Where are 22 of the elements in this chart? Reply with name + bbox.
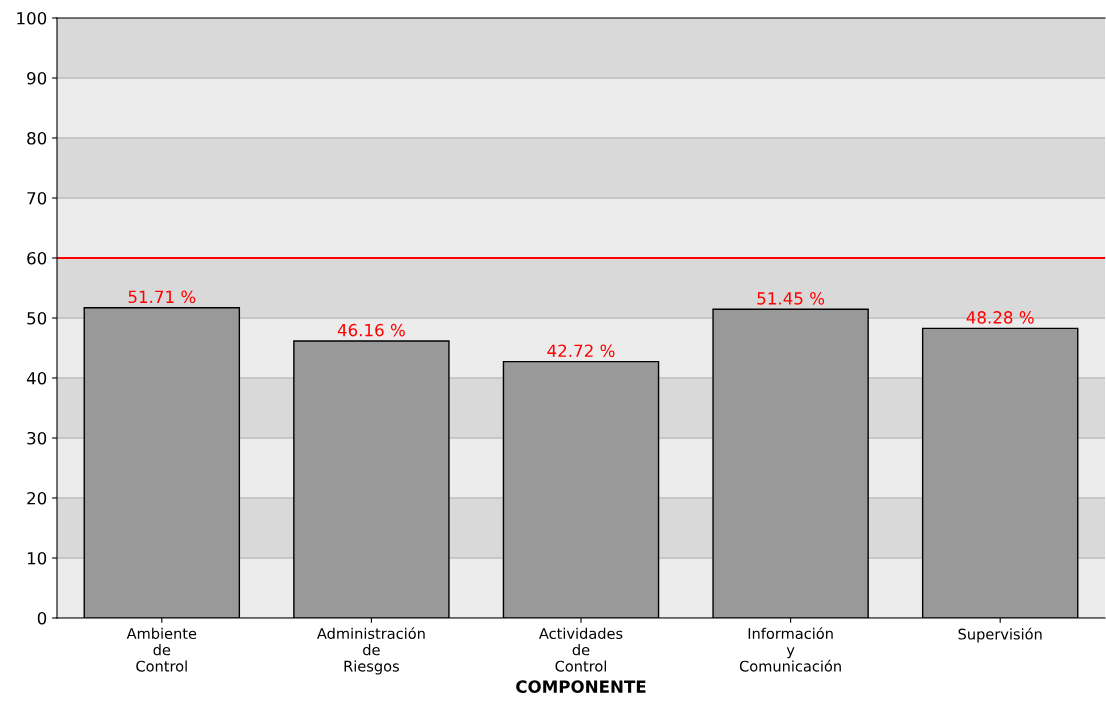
data-label: 51.45 % (757, 292, 825, 305)
y-tick-label: 70 (27, 191, 47, 205)
y-tick-label: 0 (37, 611, 47, 625)
data-label: 46.16 % (337, 323, 405, 337)
y-tick-label: 20 (27, 491, 47, 505)
x-tick-label: Actividades de Control (539, 627, 623, 672)
x-axis-title: COMPONENTE (516, 680, 646, 693)
y-tick-label: 80 (27, 131, 47, 145)
y-tick-label: 60 (27, 251, 47, 265)
data-label: 42.72 % (547, 344, 615, 358)
x-tick-label: Supervisión (958, 627, 1042, 643)
data-label: 51.71 % (128, 290, 196, 304)
data-label: 48.28 % (966, 311, 1034, 324)
y-tick-label: 50 (27, 311, 47, 325)
y-tick-label: 100 (17, 11, 47, 25)
y-tick-label: 90 (27, 71, 47, 85)
x-tick-label: Ambiente de Control (126, 627, 197, 672)
y-tick-label: 30 (27, 431, 47, 445)
x-tick-label: Administración de Riesgos (317, 627, 425, 675)
x-tick-label: Información y Comunicación (739, 627, 841, 672)
y-tick-label: 10 (27, 551, 47, 565)
y-tick-label: 40 (26, 371, 47, 385)
